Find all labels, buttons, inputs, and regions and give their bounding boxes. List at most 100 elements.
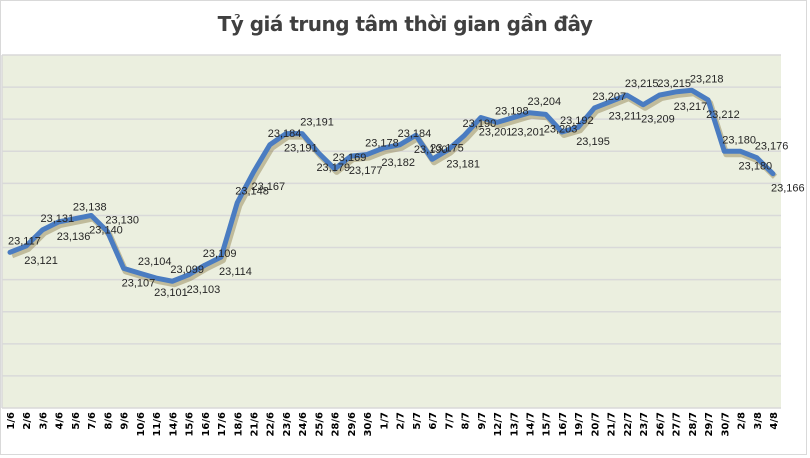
data-label: 23,209 — [641, 114, 675, 126]
x-tick-label: 13/7 — [509, 412, 520, 437]
x-tick-label: 5/7 — [412, 412, 423, 430]
x-tick-label: 11/6 — [152, 412, 163, 437]
data-label: 23,218 — [690, 73, 724, 85]
data-label: 23,180 — [722, 134, 756, 146]
x-tick-label: 7/6 — [87, 412, 98, 430]
data-label: 23,203 — [544, 123, 578, 135]
data-label: 23,099 — [170, 264, 204, 276]
x-tick-label: 7/7 — [444, 412, 455, 430]
x-tick-label: 10/6 — [136, 412, 147, 437]
x-tick-label: 30/6 — [363, 412, 374, 437]
x-tick-label: 1/7 — [379, 412, 390, 430]
x-tick-label: 14/6 — [168, 412, 179, 437]
data-label: 23,138 — [73, 202, 107, 214]
data-label: 23,103 — [187, 284, 221, 296]
x-tick-label: 20/7 — [590, 412, 601, 437]
x-tick-label: 23/6 — [282, 412, 293, 437]
x-tick-label: 8/6 — [103, 412, 114, 430]
data-label: 23,211 — [609, 111, 642, 123]
data-label: 23,131 — [40, 213, 74, 225]
data-label: 23,148 — [235, 186, 269, 198]
x-tick-label: 12/7 — [493, 412, 504, 437]
data-label: 23,136 — [57, 231, 91, 243]
x-tick-label: 21/6 — [250, 412, 261, 437]
x-tick-label: 28/6 — [331, 412, 342, 437]
data-label: 23,101 — [154, 287, 188, 299]
data-label: 23,201 — [511, 127, 545, 139]
x-tick-label: 15/6 — [185, 412, 196, 437]
data-label: 23,179 — [316, 162, 350, 174]
data-label: 23,130 — [105, 215, 139, 227]
x-tick-label: 25/6 — [314, 412, 325, 437]
x-tick-label: 27/7 — [672, 412, 683, 437]
data-label: 23,140 — [89, 224, 123, 236]
x-tick-label: 9/6 — [120, 412, 131, 430]
x-tick-label: 5/6 — [71, 412, 82, 430]
data-label: 23,166 — [771, 183, 805, 195]
x-tick-label: 24/6 — [298, 412, 309, 437]
x-tick-label: 3/8 — [753, 412, 764, 430]
x-tick-label: 16/7 — [558, 412, 569, 437]
data-label: 23,215 — [625, 78, 659, 90]
data-label: 23,176 — [755, 141, 789, 153]
x-tick-label: 30/7 — [720, 412, 731, 437]
data-label: 23,117 — [8, 235, 41, 247]
data-label: 23,104 — [138, 256, 172, 268]
data-label: 23,180 — [739, 160, 773, 172]
x-tick-label: 21/7 — [607, 412, 618, 437]
data-label: 23,215 — [657, 78, 691, 90]
x-tick-label: 29/6 — [347, 412, 358, 437]
x-tick-label: 28/7 — [688, 412, 699, 437]
x-tick-label: 4/8 — [769, 412, 780, 430]
x-tick-label: 1/6 — [6, 412, 17, 430]
data-label: 23,109 — [203, 248, 237, 260]
data-label: 23,192 — [560, 115, 594, 127]
data-label: 23,121 — [24, 255, 58, 267]
plot-area — [2, 55, 781, 408]
data-label: 23,177 — [349, 165, 383, 177]
x-tick-label: 9/7 — [477, 412, 488, 430]
data-label: 23,190 — [463, 118, 497, 130]
data-label: 23,175 — [430, 142, 464, 154]
x-tick-label: 15/7 — [542, 412, 553, 437]
x-tick-label: 23/7 — [639, 412, 650, 437]
data-label: 23,169 — [333, 152, 367, 164]
data-label: 23,191 — [284, 143, 318, 155]
x-tick-label: 16/6 — [201, 412, 212, 437]
data-label: 23,178 — [365, 137, 399, 149]
x-tick-label: 26/7 — [655, 412, 666, 437]
x-tick-label: 17/6 — [217, 412, 228, 437]
data-label: 23,212 — [706, 109, 740, 121]
x-tick-label: 19/7 — [574, 412, 585, 437]
data-label: 23,198 — [495, 105, 529, 117]
data-label: 23,195 — [576, 136, 610, 148]
data-label: 23,181 — [446, 159, 480, 171]
x-tick-label: 2/7 — [396, 412, 407, 430]
data-label: 23,184 — [398, 128, 432, 140]
x-tick-label: 22/7 — [623, 412, 634, 437]
x-tick-label: 22/6 — [266, 412, 277, 437]
x-tick-label: 2/8 — [737, 412, 748, 430]
data-label: 23,207 — [592, 91, 626, 103]
data-label: 23,182 — [381, 157, 415, 169]
x-tick-label: 3/6 — [38, 412, 49, 430]
data-label: 23,184 — [268, 128, 302, 140]
data-label: 23,201 — [479, 127, 513, 139]
x-tick-label: 2/6 — [22, 412, 33, 430]
data-label: 23,191 — [300, 117, 334, 129]
data-label: 23,107 — [122, 277, 156, 289]
data-label: 23,167 — [252, 181, 286, 193]
series-line — [7, 87, 776, 284]
x-tick-label: 14/7 — [525, 412, 536, 437]
x-tick-label: 4/6 — [55, 412, 66, 430]
data-label: 23,204 — [527, 96, 561, 108]
data-label: 23,114 — [219, 266, 252, 278]
data-label: 23,217 — [674, 101, 708, 113]
x-tick-label: 18/6 — [233, 412, 244, 437]
x-tick-label: 6/7 — [428, 412, 439, 430]
x-tick-label: 8/7 — [461, 412, 472, 430]
x-tick-label: 29/7 — [704, 412, 715, 437]
chart-title: Tỷ giá trung tâm thời gian gần đây — [217, 12, 593, 36]
data-label: 23,190 — [414, 144, 448, 156]
